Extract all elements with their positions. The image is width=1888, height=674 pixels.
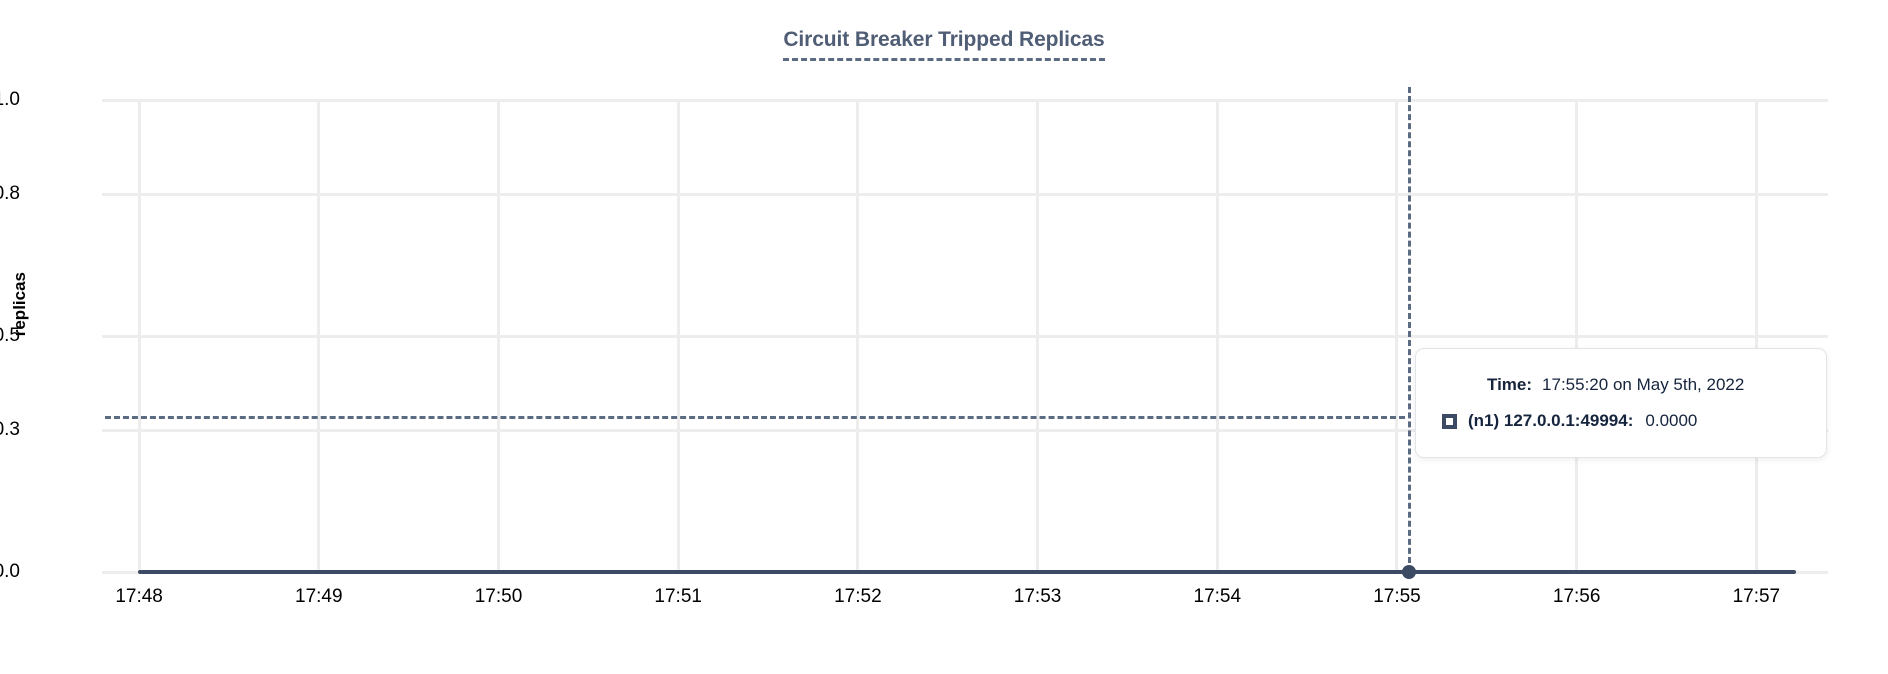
page-title: Circuit Breaker Tripped Replicas xyxy=(783,28,1105,62)
x-axis-tick-label: 17:53 xyxy=(1013,586,1062,607)
tooltip-time-value: 17:55:20 on May 5th, 2022 xyxy=(1542,375,1745,394)
gridline-vertical xyxy=(1215,100,1219,572)
tooltip-time-label: Time: xyxy=(1487,375,1533,394)
crosshair-horizontal xyxy=(105,416,1405,420)
gridline-horizontal xyxy=(102,334,1828,338)
y-axis-tick-label: 0.5 xyxy=(0,325,20,346)
tooltip-time-row: Time: 17:55:20 on May 5th, 2022 xyxy=(1442,375,1800,395)
y-axis-tick-label: 0.0 xyxy=(0,561,20,582)
gridline-vertical xyxy=(1036,100,1040,572)
chart-title-wrapper: Circuit Breaker Tripped Replicas xyxy=(0,28,1888,62)
x-axis-tick-label: 17:50 xyxy=(474,586,523,607)
gridline-vertical xyxy=(676,100,680,572)
x-axis-tick-label: 17:52 xyxy=(834,586,882,607)
y-axis-tick-label: 0.8 xyxy=(0,183,20,205)
gridline-vertical xyxy=(137,100,141,572)
gridline-vertical xyxy=(1754,100,1758,572)
tooltip-series-name: (n1) 127.0.0.1:49994: xyxy=(1468,411,1634,430)
x-axis-tick-label: 17:51 xyxy=(654,586,702,607)
x-axis-tick-label: 17:55 xyxy=(1373,586,1421,607)
gridline-horizontal xyxy=(102,428,1828,432)
gridline-horizontal xyxy=(102,98,1828,102)
gridline-vertical xyxy=(856,100,860,572)
y-axis-tick-label: 1.0 xyxy=(0,89,20,110)
tooltip-series-value: 0.0000 xyxy=(1645,411,1698,430)
series-line[interactable] xyxy=(138,570,1796,574)
x-axis-tick-label: 17:48 xyxy=(115,586,163,607)
gridline-vertical xyxy=(1395,100,1399,572)
gridline-vertical xyxy=(497,100,500,572)
tooltip-series-row: (n1) 127.0.0.1:49994: 0.0000 xyxy=(1442,411,1800,431)
x-axis-tick-label: 17:49 xyxy=(295,586,343,607)
series-swatch-icon xyxy=(1442,413,1457,429)
x-axis-tick-label: 17:56 xyxy=(1552,586,1601,607)
y-axis-tick-label: 0.3 xyxy=(0,419,20,441)
hover-tooltip: Time: 17:55:20 on May 5th, 2022 (n1) 127… xyxy=(1415,348,1827,458)
hover-point-marker[interactable] xyxy=(1402,565,1417,579)
x-axis-tick-label: 17:57 xyxy=(1732,586,1781,607)
plot-area[interactable]: 1.0 0.8 0.5 0.3 0.0 17:48 17:49 17:50 17:51 17:52… xyxy=(0,87,1828,607)
gridline-vertical xyxy=(317,100,321,572)
crosshair-vertical xyxy=(1407,87,1411,572)
gridline-horizontal xyxy=(102,192,1828,196)
x-axis-tick-label: 17:54 xyxy=(1193,586,1242,607)
gridline-vertical xyxy=(1575,100,1579,572)
